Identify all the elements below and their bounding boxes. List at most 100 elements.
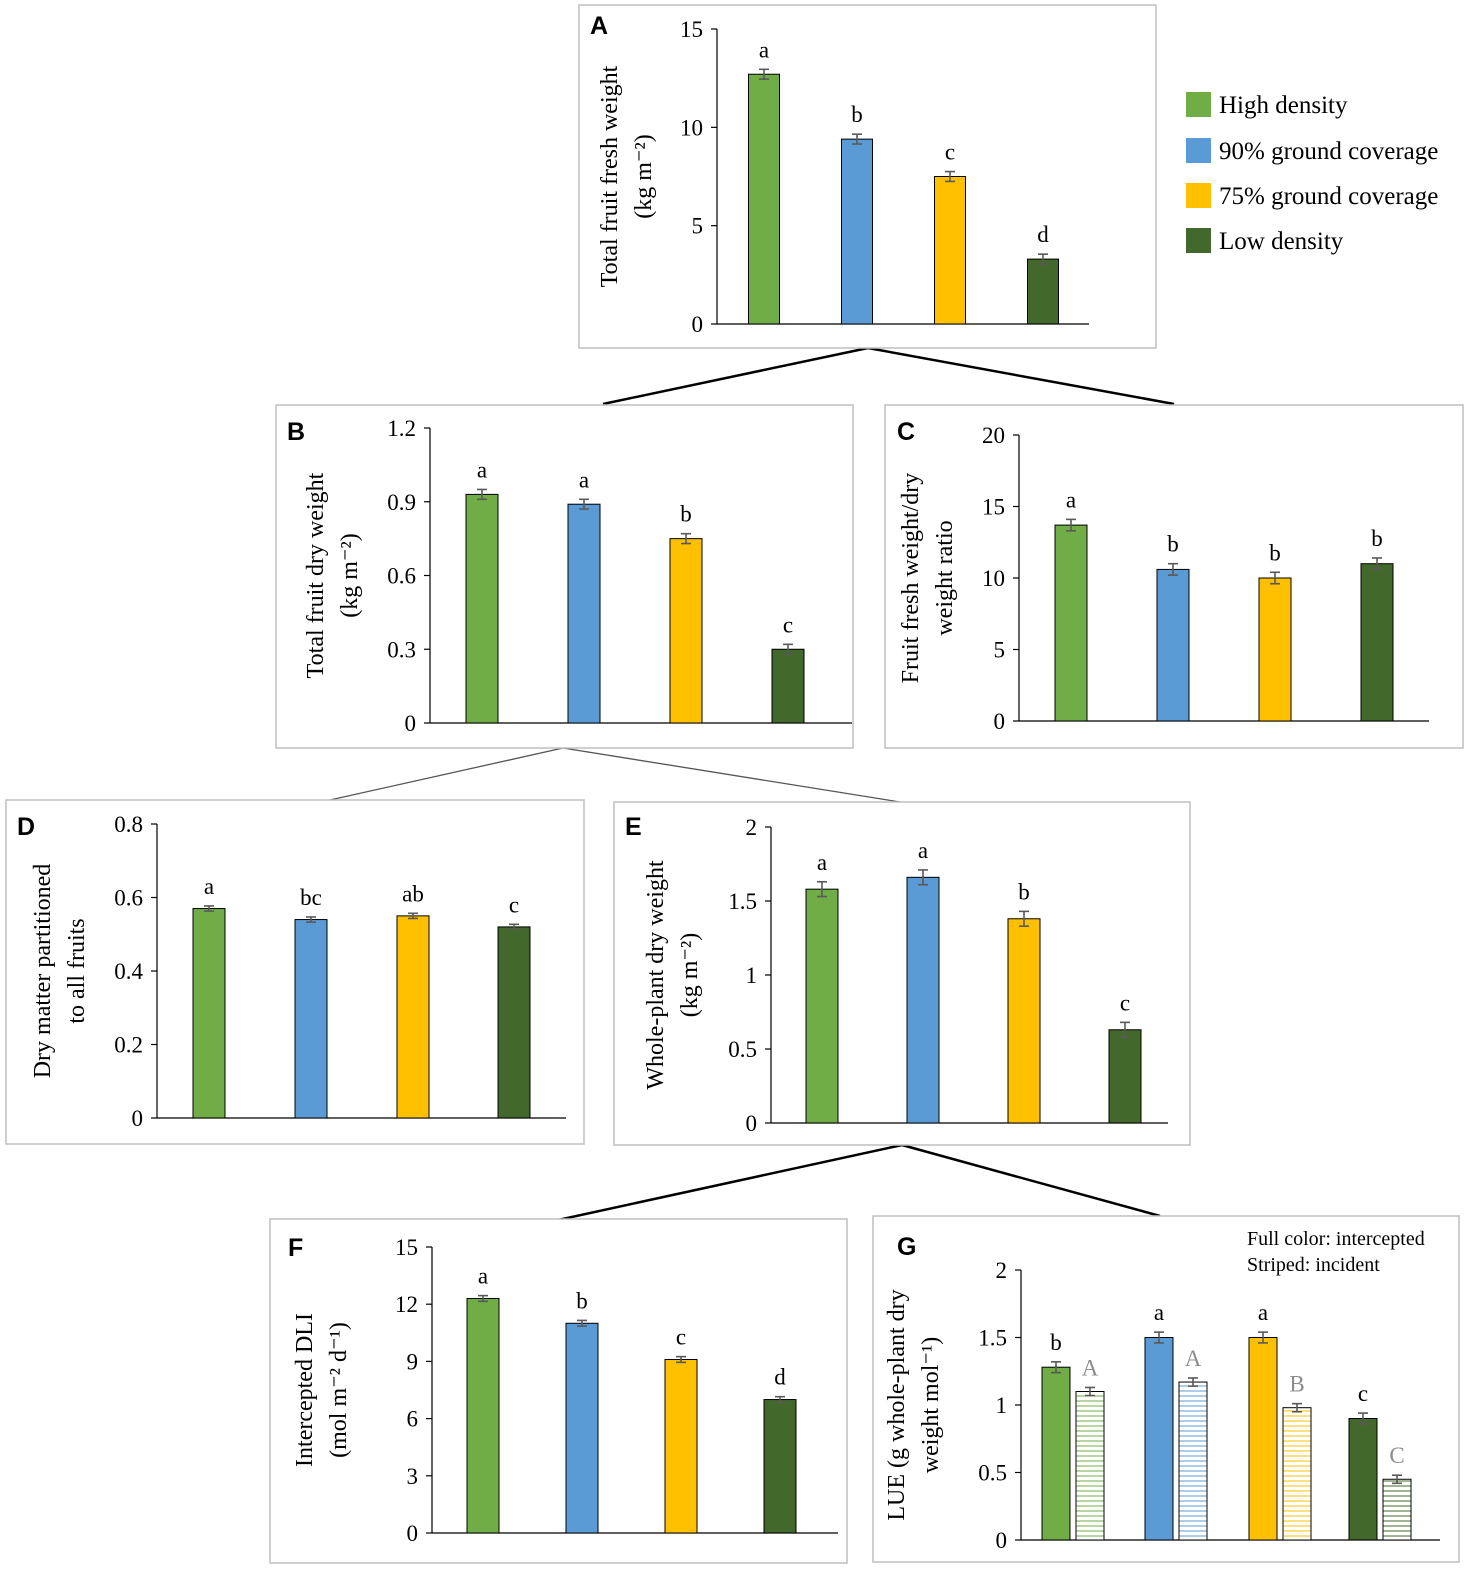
panel-label-e: E xyxy=(625,813,642,841)
significance-letter-g-intercepted-0: b xyxy=(1050,1330,1062,1355)
significance-letter-c-0: a xyxy=(1066,487,1076,512)
significance-letter-c-1: b xyxy=(1167,532,1179,557)
y-axis-title-f: (mol m⁻² d⁻¹) xyxy=(326,1322,352,1458)
connector-e-g xyxy=(901,1143,1161,1218)
y-tick-label-c: 10 xyxy=(982,566,1005,591)
panel-label-d: D xyxy=(17,813,35,841)
legend-label-high-density: High density xyxy=(1219,92,1348,119)
bar-c-2 xyxy=(1258,577,1292,722)
panel-e-frame xyxy=(613,801,1191,1146)
y-tick-label-b: 1.2 xyxy=(387,416,416,441)
significance-letter-g-incident-0: A xyxy=(1082,1355,1099,1380)
y-tick-label-d: 0.2 xyxy=(114,1033,143,1058)
bar-f-0 xyxy=(466,1297,500,1534)
significance-letter-g-intercepted-2: a xyxy=(1258,1300,1268,1325)
significance-letter-b-0: a xyxy=(477,457,487,482)
panel-a: A 0 5 10 15 Total fruit fresh weight (kg m⁻²) a… xyxy=(590,12,1089,337)
bar-g-incident-1 xyxy=(1178,1381,1208,1541)
y-tick-label-e: 0.5 xyxy=(728,1037,757,1062)
y-tick-label-b: 0 xyxy=(405,711,417,736)
bar-a-1 xyxy=(841,138,873,325)
significance-letter-c-3: b xyxy=(1371,526,1383,551)
significance-letter-a-1: b xyxy=(851,102,863,127)
bar-d-2 xyxy=(396,915,430,1119)
y-tick-label-g: 1 xyxy=(996,1393,1008,1418)
bar-c-1 xyxy=(1156,568,1190,722)
legend-swatch-high-density xyxy=(1186,92,1211,117)
bar-e-3 xyxy=(1108,1029,1142,1124)
y-axis-title-f: Intercepted DLI xyxy=(292,1313,318,1467)
significance-letter-e-0: a xyxy=(817,850,827,875)
y-tick-label-e: 1.5 xyxy=(728,889,757,914)
y-tick-label-e: 2 xyxy=(746,815,758,840)
bar-b-3 xyxy=(771,648,805,724)
significance-letter-e-2: b xyxy=(1018,879,1030,904)
connector-a-b xyxy=(602,346,869,406)
y-tick-label-b: 0.6 xyxy=(387,564,416,589)
y-tick-label-g: 0.5 xyxy=(978,1461,1007,1486)
bar-a-0 xyxy=(748,73,780,325)
significance-letter-c-2: b xyxy=(1269,540,1281,565)
significance-letter-g-intercepted-1: a xyxy=(1154,1300,1164,1325)
legend-item-75-ground-coverage: 75% ground coverage xyxy=(1186,183,1438,210)
y-axis-title-c: Fruit fresh weight/dry xyxy=(898,473,924,684)
significance-letter-f-3: d xyxy=(774,1365,786,1390)
y-tick-label-c: 20 xyxy=(982,423,1005,448)
bar-g-intercepted-1 xyxy=(1144,1337,1174,1541)
panel-label-b: B xyxy=(287,418,305,446)
significance-letter-f-1: b xyxy=(576,1288,588,1313)
legend-swatch-90-ground-coverage xyxy=(1186,138,1211,163)
bar-d-0 xyxy=(192,908,226,1119)
bar-g-incident-3 xyxy=(1382,1478,1412,1541)
panel-g: G 0 0.5 1 1.5 2 LUE (g whole-plant dry weight m… xyxy=(884,1233,1440,1553)
y-axis-title-b: (kg m⁻²) xyxy=(337,533,363,618)
y-tick-label-e: 1 xyxy=(746,963,758,988)
y-tick-label-a: 5 xyxy=(692,214,704,239)
panel-b: B 0 0.3 0.6 0.9 1.2 Total fruit dry weight (kg … xyxy=(287,416,852,736)
bar-d-1 xyxy=(294,919,328,1119)
y-tick-label-g: 2 xyxy=(996,1258,1008,1283)
y-tick-label-a: 10 xyxy=(680,115,703,140)
significance-letter-a-0: a xyxy=(759,37,769,62)
significance-letter-a-3: d xyxy=(1037,222,1049,247)
y-tick-label-g: 1.5 xyxy=(978,1326,1007,1351)
connector-b-d xyxy=(329,747,564,801)
bar-e-0 xyxy=(805,888,839,1124)
y-axis-title-g: LUE (g whole-plant dry xyxy=(884,1289,910,1520)
bar-g-incident-0 xyxy=(1075,1391,1105,1541)
bar-f-3 xyxy=(763,1399,797,1534)
significance-letter-g-intercepted-3: c xyxy=(1358,1381,1368,1406)
y-axis-title-c: weight ratio xyxy=(932,520,958,635)
bar-e-1 xyxy=(906,876,940,1124)
y-axis-title-a: Total fruit fresh weight xyxy=(597,65,623,287)
bar-d-3 xyxy=(497,926,531,1119)
panel-label-c: C xyxy=(897,418,915,446)
legend-swatch-low-density xyxy=(1186,228,1211,253)
y-axis-title-d: Dry matter partitioned xyxy=(30,864,56,1079)
significance-letter-g-incident-2: B xyxy=(1289,1372,1304,1397)
panel-label-f: F xyxy=(288,1234,303,1262)
y-tick-label-f: 3 xyxy=(407,1464,419,1489)
y-axis-title-d: to all fruits xyxy=(64,918,90,1023)
significance-letter-b-2: b xyxy=(680,502,692,527)
connector-e-f xyxy=(557,1143,903,1222)
panel-label-a: A xyxy=(590,12,608,40)
bar-b-1 xyxy=(567,503,601,724)
bar-c-3 xyxy=(1360,563,1394,722)
y-tick-label-a: 0 xyxy=(692,312,704,337)
bar-e-2 xyxy=(1007,918,1041,1124)
bar-g-incident-2 xyxy=(1282,1407,1312,1541)
y-tick-label-f: 12 xyxy=(395,1292,418,1317)
legend-item-low-density: Low density xyxy=(1186,228,1344,255)
y-tick-label-c: 15 xyxy=(982,495,1005,520)
legend-item-90-ground-coverage: 90% ground coverage xyxy=(1186,138,1438,165)
bar-a-2 xyxy=(934,176,966,325)
panel-g-note-line-1: Full color: intercepted xyxy=(1247,1228,1425,1250)
significance-letter-d-1: bc xyxy=(300,885,322,910)
significance-letter-g-incident-1: A xyxy=(1185,1346,1202,1371)
y-axis-title-e: Whole-plant dry weight xyxy=(643,860,669,1090)
y-tick-label-b: 0.9 xyxy=(387,490,416,515)
bar-b-0 xyxy=(465,493,499,724)
